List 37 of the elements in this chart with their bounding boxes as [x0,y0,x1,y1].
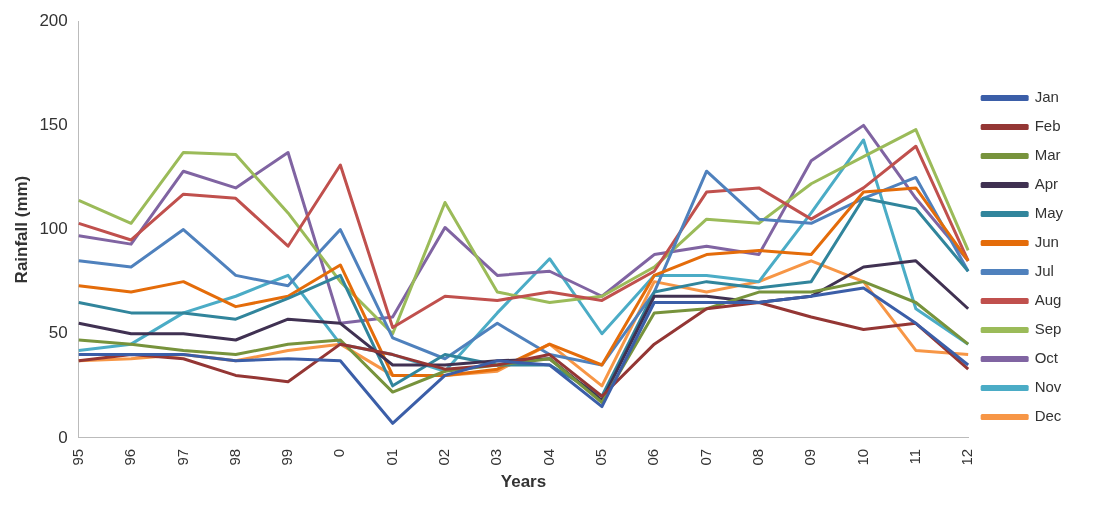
x-tick-label: 97 [173,448,191,466]
y-tick-label: 150 [39,115,68,135]
legend-label: Oct [1034,349,1059,367]
legend-label: Feb [1034,117,1061,135]
x-tick-label: 96 [121,448,139,466]
x-tick-label: 99 [278,448,296,466]
x-tick-label: 0 [330,448,348,458]
y-axis-title: Rainfall (mm) [11,175,31,284]
x-tick-label: 09 [801,448,819,466]
x-tick-label: 05 [592,448,610,466]
x-tick-label: 04 [539,448,557,466]
legend-label: Aug [1034,291,1062,309]
x-tick-label: 03 [487,448,505,466]
y-tick-label: 0 [58,427,68,447]
x-tick-label: 95 [68,448,86,466]
legend-label: Jun [1034,233,1059,251]
y-tick-label: 100 [39,219,68,239]
legend-label: Jul [1034,262,1054,280]
x-tick-label: 06 [644,448,662,466]
legend-label: Apr [1034,175,1059,193]
legend-label: Mar [1034,146,1061,164]
x-tick-label: 10 [853,448,871,466]
y-tick-label: 50 [48,323,68,343]
x-tick-label: 07 [696,448,714,466]
x-tick-label: 01 [382,448,400,466]
legend-label: Dec [1034,407,1062,425]
x-tick-label: 08 [749,448,767,466]
legend-label: May [1034,204,1064,222]
legend-label: Sep [1034,320,1062,338]
y-tick-label: 200 [39,10,68,30]
x-tick-label: 98 [225,448,243,466]
x-tick-label: 02 [435,448,453,466]
x-tick-label: 11 [905,448,923,465]
legend-label: Jan [1034,88,1059,106]
x-tick-label: 12 [958,448,976,466]
x-axis-title: Years [500,472,547,492]
legend-label: Nov [1034,378,1062,396]
